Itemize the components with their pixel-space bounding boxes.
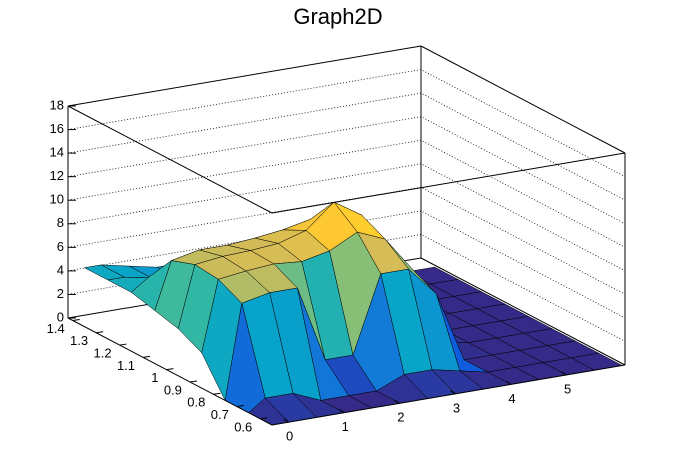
- y-tick: [142, 355, 151, 358]
- y-tick: [213, 392, 221, 395]
- y-tick-label: 0.6: [234, 419, 252, 434]
- x-tick: [450, 390, 456, 395]
- y-tick-label: 1: [151, 370, 158, 385]
- y-tick: [189, 380, 198, 383]
- y-axis: [67, 317, 273, 426]
- y-tick-label: 1.3: [70, 333, 88, 348]
- y-tick: [119, 343, 127, 346]
- y-tick-label: 0.8: [187, 395, 205, 410]
- x-tick-label: 4: [508, 391, 515, 406]
- chart-title: Graph2D: [293, 4, 382, 29]
- z-tick-label: 18: [50, 97, 64, 112]
- y-tick-label: 0.9: [164, 382, 182, 397]
- y-tick-label: 1.2: [94, 345, 112, 360]
- x-tick: [505, 380, 512, 385]
- x-tick-label: 2: [397, 410, 404, 425]
- box-edge: [271, 152, 626, 214]
- y-tick-label: 1.4: [47, 321, 65, 336]
- x-tick: [339, 409, 345, 414]
- box-edge: [67, 45, 422, 107]
- z-tick-label: 6: [57, 239, 64, 254]
- z-tick-label: 14: [50, 145, 64, 160]
- box-edge: [420, 45, 626, 154]
- x-tick-label: 5: [564, 381, 571, 396]
- y-tick: [236, 405, 244, 408]
- x-tick: [561, 371, 567, 376]
- y-tick: [96, 331, 104, 334]
- x-tick: [394, 399, 401, 404]
- x-tick: [283, 418, 289, 423]
- x-tick-label: 0: [286, 429, 293, 444]
- y-tick-label: 0.7: [211, 407, 229, 422]
- box-edge: [420, 257, 626, 366]
- y-tick-label: 1.1: [117, 358, 135, 373]
- z-tick-label: 8: [57, 215, 64, 230]
- y-tick: [260, 417, 268, 420]
- y-tick: [166, 368, 174, 371]
- z-tick-label: 16: [50, 121, 64, 136]
- x-tick-label: 3: [453, 400, 460, 415]
- box-edge: [67, 105, 273, 214]
- z-tick-label: 10: [50, 192, 64, 207]
- x-tick-label: 1: [342, 419, 349, 434]
- z-tick-label: 2: [57, 286, 64, 301]
- y-tick: [72, 318, 80, 321]
- z-tick-label: 12: [50, 168, 64, 183]
- z-tick-label: 0: [57, 309, 64, 324]
- z-tick-label: 4: [57, 262, 64, 277]
